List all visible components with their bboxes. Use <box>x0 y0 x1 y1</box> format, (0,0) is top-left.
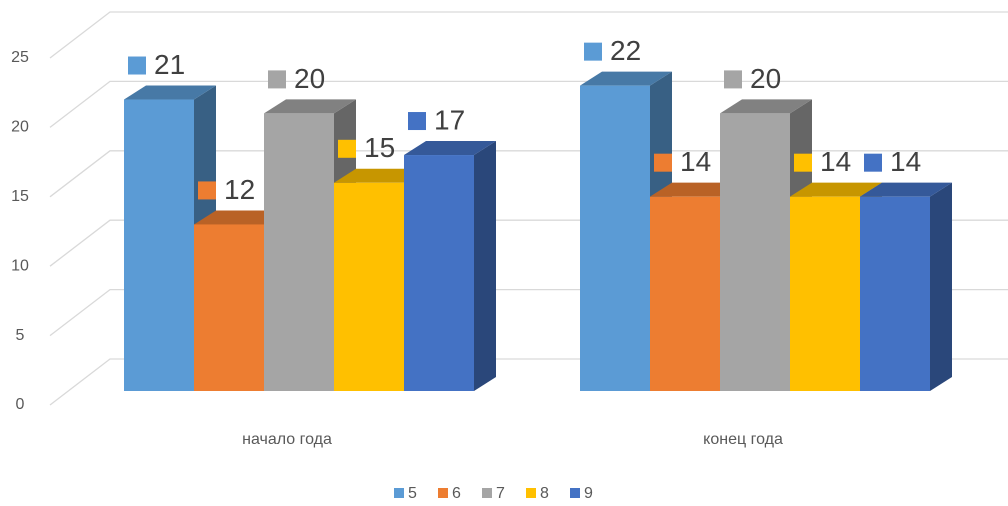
bar-top <box>124 85 216 100</box>
bar-top <box>334 168 426 183</box>
legend-key <box>394 488 404 498</box>
bar-top <box>404 141 496 156</box>
legend-key <box>526 488 536 498</box>
bar <box>580 85 650 391</box>
y-tick-label: 25 <box>11 49 29 66</box>
data-label: 21 <box>154 49 185 80</box>
y-tick-label: 5 <box>16 327 25 344</box>
bar <box>860 196 930 391</box>
data-label: 14 <box>890 146 921 177</box>
bar-top <box>860 182 952 197</box>
data-label: 14 <box>820 146 851 177</box>
data-label-key <box>268 70 286 89</box>
data-label: 20 <box>750 63 781 94</box>
y-tick-label: 10 <box>11 257 29 274</box>
bar <box>334 182 404 391</box>
data-label-key <box>654 153 672 172</box>
bar-top <box>790 182 882 197</box>
grid-line <box>49 80 1008 128</box>
legend-label: 5 <box>408 485 417 502</box>
y-tick-label: 15 <box>11 188 29 205</box>
bar-top <box>264 99 356 114</box>
bar <box>720 113 790 392</box>
data-label-key <box>794 153 812 172</box>
grid-line <box>49 11 1008 59</box>
data-label-key <box>584 42 602 61</box>
data-label: 12 <box>224 174 255 205</box>
data-label-key <box>198 181 216 200</box>
bar <box>264 113 334 392</box>
data-label-key <box>128 56 146 75</box>
bar <box>124 99 194 392</box>
data-label: 17 <box>434 104 465 135</box>
data-label-key <box>864 153 882 172</box>
data-label: 20 <box>294 63 325 94</box>
bar-side <box>474 141 496 391</box>
bar <box>194 224 264 391</box>
bar <box>790 196 860 391</box>
data-label-key <box>338 139 356 158</box>
legend-label: 7 <box>496 485 505 502</box>
x-tick-label: начало года <box>242 431 332 448</box>
x-tick-label: конец года <box>703 431 783 448</box>
grid-line <box>49 150 1008 198</box>
legend-key <box>438 488 448 498</box>
data-label: 22 <box>610 35 641 66</box>
data-label-key <box>724 70 742 89</box>
bar-top <box>194 210 286 225</box>
bar-top <box>720 99 812 114</box>
y-tick-label: 20 <box>11 119 29 136</box>
data-label-key <box>408 112 426 131</box>
legend-label: 8 <box>540 485 549 502</box>
data-label: 14 <box>680 146 711 177</box>
bar-side <box>930 182 952 391</box>
bar <box>650 196 720 391</box>
bar-top <box>650 182 742 197</box>
bar-top <box>580 71 672 86</box>
legend-key <box>482 488 492 498</box>
y-tick-label: 0 <box>16 396 25 413</box>
legend-label: 6 <box>452 485 461 502</box>
legend-key <box>570 488 580 498</box>
legend-label: 9 <box>584 485 593 502</box>
data-label: 15 <box>364 132 395 163</box>
bar <box>404 155 474 391</box>
